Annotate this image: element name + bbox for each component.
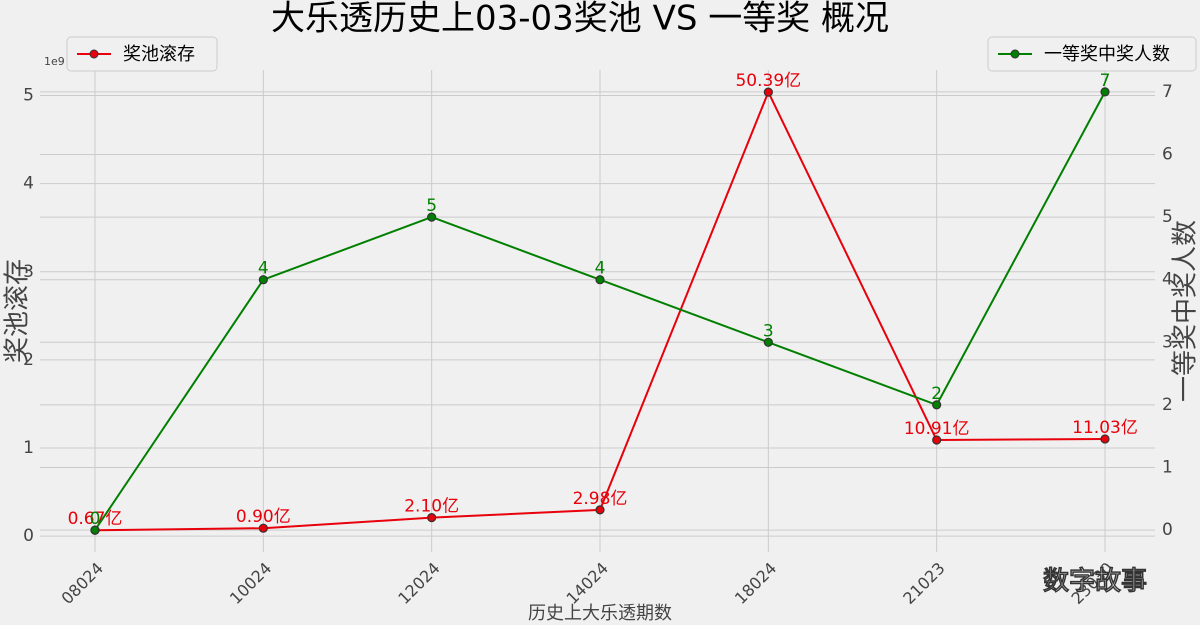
y2-tick-label: 2 [1162,395,1173,415]
legend-marker [89,49,99,59]
data-label: 0.90亿 [236,507,291,527]
data-label: 2.10亿 [404,497,459,517]
data-point [595,505,605,515]
data-label: 11.03亿 [1072,418,1138,438]
data-label: 50.39亿 [735,71,801,91]
y-tick-label: 5 [23,86,34,106]
y-tick-label: 0 [23,526,34,546]
y-tick-label: 3 [23,262,34,282]
y2-tick-label: 4 [1162,270,1173,290]
y-axis-label: 奖池滚存 [3,259,33,363]
data-point [763,337,773,347]
data-point [258,275,268,285]
y-tick-label: 4 [23,174,34,194]
data-point [932,400,942,410]
y2-tick-label: 6 [1162,145,1173,165]
data-point [595,275,605,285]
data-point [90,525,100,535]
data-label: 10.91亿 [904,419,970,439]
legend-label: 一等奖中奖人数 [1044,44,1170,65]
y-tick-label: 1 [23,438,34,458]
legend-box [987,36,1197,72]
data-point [1100,434,1110,444]
data-label: 2.98亿 [573,489,628,509]
data-point [427,212,437,222]
y2-tick-label: 1 [1162,457,1173,477]
y-tick-label: 2 [23,350,34,370]
data-label: 2 [931,384,942,404]
data-label: 7 [1100,71,1111,91]
y2-axis-label: 一等奖中奖人数 [1171,220,1200,402]
data-label: 5 [426,196,437,216]
legend-marker [1010,49,1020,59]
x-axis-label: 历史上大乐透期数 [528,603,672,624]
data-label: 0 [90,509,101,529]
data-label: 4 [258,259,269,279]
data-label: 3 [763,321,774,341]
y2-tick-label: 5 [1162,207,1173,227]
data-point [427,513,437,523]
data-point [1100,87,1110,97]
y2-tick-label: 7 [1162,82,1173,102]
legend-box [66,36,218,72]
chart-title: 大乐透历史上03-03奖池 VS 一等奖 概况 [271,0,889,39]
data-point [932,435,942,445]
data-label: 4 [595,259,606,279]
data-label: 0.67亿 [68,509,123,529]
legend-label: 奖池滚存 [123,44,195,65]
y-offset-label: 1e9 [44,55,65,68]
data-point [763,87,773,97]
y2-tick-label: 0 [1162,520,1173,540]
data-point [258,523,268,533]
y2-tick-label: 3 [1162,332,1173,352]
watermark: 数字故事 [1043,566,1147,597]
